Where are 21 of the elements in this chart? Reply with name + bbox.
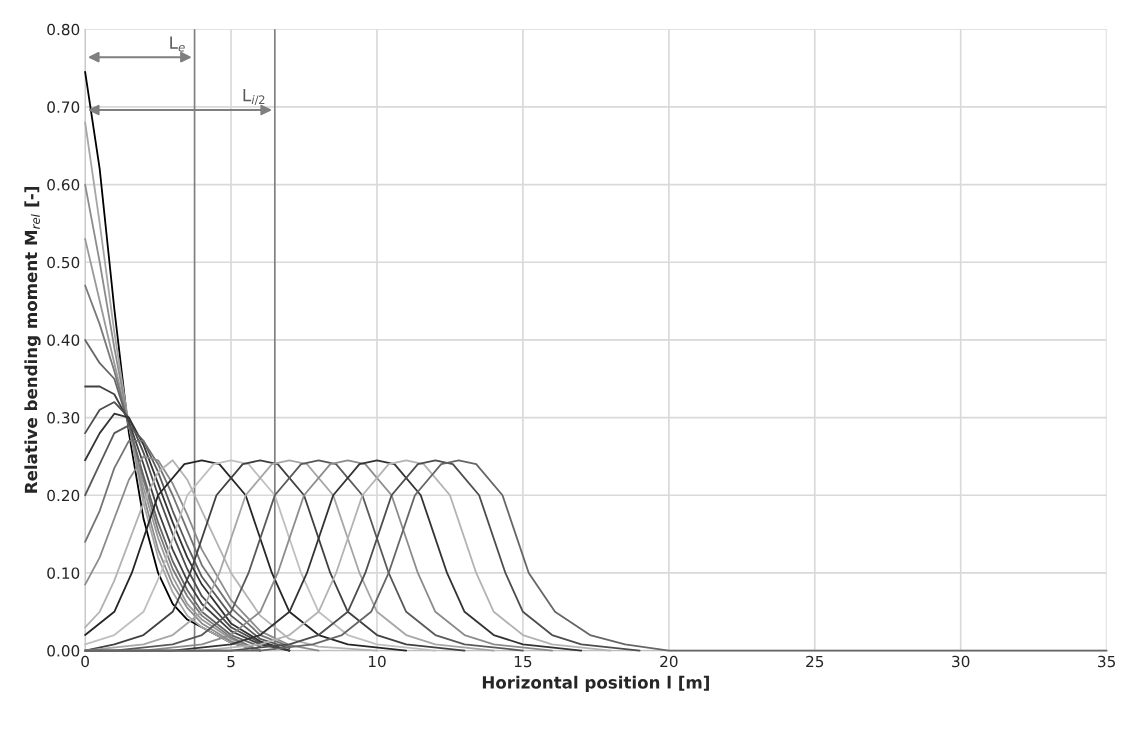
y-axis-title: Relative bending moment M$_{rel}$ [-]	[24, 187, 41, 493]
ref-line-label: L$_{e}$	[170, 36, 185, 52]
y-tick-label: 0.50	[47, 256, 80, 269]
x-tick-label: 15	[514, 655, 532, 668]
x-tick-label: 30	[952, 655, 970, 668]
y-tick-label: 0.20	[47, 489, 80, 502]
y-tick-label: 0.70	[47, 101, 80, 113]
x-tick-label: 10	[368, 655, 386, 668]
y-tick-label: 0.40	[47, 334, 80, 346]
x-tick-label: 35	[1098, 655, 1116, 668]
y-tick-label: 0.10	[47, 567, 80, 579]
x-tick-label: 5	[227, 655, 235, 668]
y-tick-label: 0.80	[47, 23, 80, 36]
y-tick-label: 0.30	[47, 412, 80, 424]
y-tick-label: 0.00	[47, 645, 80, 657]
x-tick-label: 20	[660, 655, 678, 668]
x-axis-title: Horizontal position l [m]	[482, 675, 709, 692]
x-tick-label: 0	[81, 655, 89, 668]
y-tick-label: 0.60	[47, 179, 80, 191]
ref-line-label: L$_{i/2}$	[243, 89, 265, 106]
x-tick-label: 25	[806, 655, 824, 668]
